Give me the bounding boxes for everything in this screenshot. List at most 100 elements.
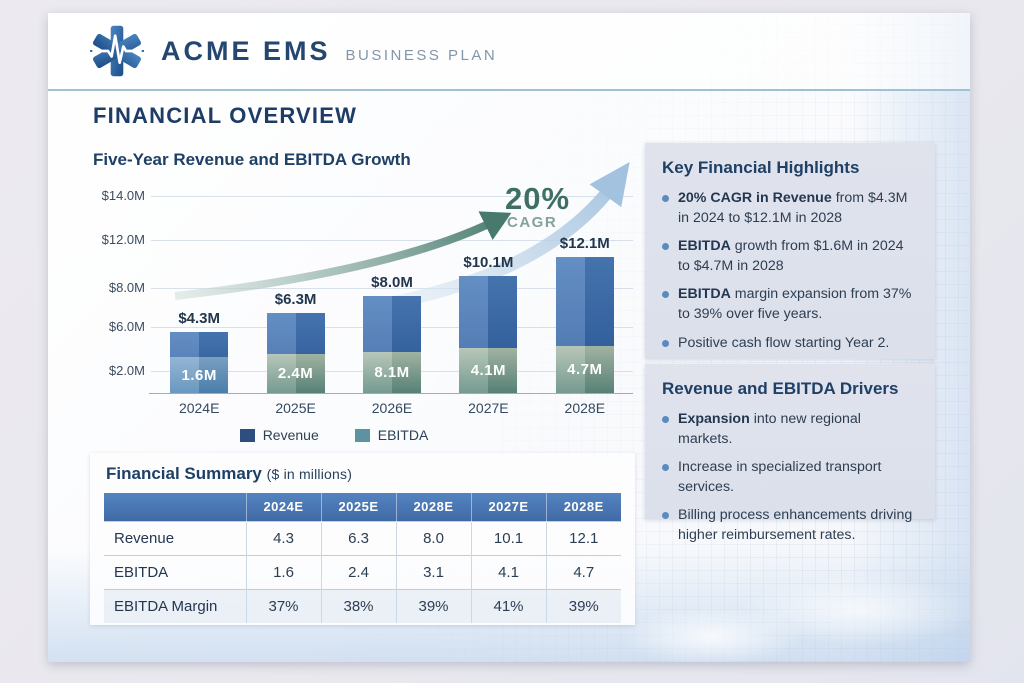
star-of-life-ekg-icon [90,25,144,77]
drivers-panel: Revenue and EBITDA Drivers Expansion int… [645,364,935,543]
bullet-bold-text: EBITDA [678,238,731,255]
table-column-header: 2028E [545,493,621,521]
bullet-dot-icon [662,243,669,251]
bullet-text: Increase in specialized transport servic… [678,459,882,495]
chart-legend: Revenue EBITDA [93,427,575,443]
y-tick-label: $14.0M [101,188,145,204]
table-cell: 6.3 [320,520,396,555]
row-label: EBITDA Margin [104,588,246,623]
bullet-item: 20% CAGR in Revenue from $4.3M in 2024 t… [662,189,918,228]
bullet-dot-icon [662,416,669,423]
cagr-annotation: 20% CAGR [505,183,570,230]
table-cell: 12.1 [545,520,621,555]
legend-item: Revenue [239,427,319,443]
bullet-text: Expansion into new regional markets. [678,411,861,447]
page-title: FINANCIAL OVERVIEW [93,103,358,128]
summary-title: Financial Summary ($ in millions) [90,453,635,484]
y-tick-label: $8.0M [108,280,145,296]
table-cell: 4.3 [245,520,321,555]
bar-total-label: $12.1M [559,235,610,252]
ebitda-value-label: 2.4M [277,365,314,382]
ebitda-segment: 1.6M [170,357,229,393]
drivers-list: Expansion into new regional markets. Incr… [662,410,918,546]
financial-summary-table: 2024E 2025E 2028E 2027E 2028E Revenue 4.3 6.3 8… [104,493,621,623]
bullet-text: EBITDA growth from $1.6M in 2024 to $4.7… [678,238,904,274]
bullet-dot-icon [662,195,669,202]
bullet-item: EBITDA growth from $1.6M in 2024 to $4.7… [662,237,918,276]
cagr-label: CAGR [507,214,558,231]
ebitda-segment: 4.7M [555,346,614,393]
bullet-dot-icon [662,339,669,347]
ebitda-value-label: 1.6M [181,366,217,384]
bullet-item: Positive cash flow starting Year 2. [662,334,918,354]
bullet-item: Billing process enhancements driving hig… [662,506,918,545]
table-column-header: 2024E [245,493,321,521]
highlights-title: Key Financial Highlights [662,158,860,177]
x-tick-label: 2028E [564,400,606,416]
x-tick-label: 2025E [275,400,316,416]
bullet-dot-icon [662,291,669,299]
summary-subtitle: ($ in millions) [266,466,353,482]
revenue-bar: 2.4M $6.3M [266,291,325,393]
table-cell: 37% [245,588,321,623]
bar-total-label: $6.3M [274,291,317,308]
table-row: Revenue 4.3 6.3 8.0 10.1 12.1 [104,520,621,555]
table-column-header: 2027E [470,493,546,521]
table-cell: 4.7 [545,554,621,589]
ebitda-value-label: 4.7M [567,361,603,378]
x-tick-label: 2027E [468,400,509,416]
table-cell: 2.4 [320,554,396,589]
bullet-dot-icon [662,512,669,520]
legend-item: EBITDA [354,427,429,443]
bar-total-label: $4.3M [178,310,221,327]
legend-label: EBITDA [377,427,429,443]
ebitda-value-label: 8.1M [374,364,410,381]
slide: ACME EMS BUSINESS PLAN FINANCIAL OVERVIE… [48,13,970,662]
brand-name: ACME EMS [161,35,331,66]
revenue-bar: 1.6M $4.3M [170,310,229,393]
revenue-bar: 4.1M $10.1M [459,254,518,393]
cagr-value: 20% [505,181,571,216]
table-row: EBITDA 1.6 2.4 3.1 4.1 4.7 [104,554,621,589]
x-tick-label: 2024E [178,400,220,416]
table-cell: 3.1 [395,554,471,589]
ebitda-value-label: 4.1M [470,362,507,379]
y-gridline [151,196,633,198]
revenue-bar: 4.7M $12.1M [555,235,614,393]
bullet-bold-text: Expansion [678,411,750,427]
legend-label: Revenue [262,427,319,443]
y-gridline [151,288,633,290]
table-header: 2024E 2025E 2028E 2027E 2028E [104,493,621,521]
teal-growth-arrow [174,211,512,300]
revenue-bar: 8.1M $8.0M [363,274,421,393]
chart-title: Five-Year Revenue and EBITDA Growth [93,150,411,169]
revenue-ebitda-chart: 20% CAGR Revenue EBITDA $14.0M $12.0M $8.0M… [93,162,633,465]
legend-swatch [354,428,370,442]
table-cell: 41% [470,588,546,623]
x-tick-label: 2026E [371,400,413,416]
table-column-header: 2028E [395,493,471,521]
bullet-item: EBITDA margin expansion from 37% to 39% … [662,285,918,324]
table-cell: 39% [545,588,621,623]
table-row: EBITDA Margin 37% 38% 39% 41% 39% [104,588,621,623]
table-cell: 39% [395,588,471,623]
bullet-bold-text: EBITDA [678,286,731,303]
bar-total-label: $10.1M [463,254,514,271]
row-label: Revenue [104,520,246,555]
bullet-text: EBITDA margin expansion from 37% to 39% … [678,286,912,322]
financial-summary-panel: Financial Summary ($ in millions) 2024E 2… [90,453,635,625]
table-cell: 1.6 [245,554,321,589]
summary-title-text: Financial Summary [106,464,262,483]
y-tick-label: $6.0M [108,319,145,335]
row-label: EBITDA [104,554,246,589]
ebitda-segment: 2.4M [266,354,325,393]
key-highlights-panel: Key Financial Highlights 20% CAGR in Rev… [645,143,935,359]
y-tick-label: $2.0M [108,363,145,379]
legend-swatch [239,428,255,442]
bullet-text: Positive cash flow starting Year 2. [678,334,890,351]
ebitda-segment: 8.1M [363,352,421,393]
bullet-bold-text: 20% CAGR in Revenue [678,190,832,206]
bar-total-label: $8.0M [371,274,413,291]
table-body: Revenue 4.3 6.3 8.0 10.1 12.1 EBITDA 1.6 2.4 3.1 4… [104,520,621,623]
